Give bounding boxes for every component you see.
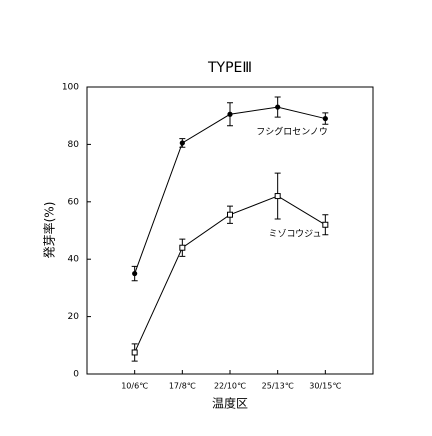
x-tick-label: 30/15℃ xyxy=(309,382,341,391)
marker xyxy=(227,111,233,117)
y-tick-label: 80 xyxy=(68,140,80,150)
marker xyxy=(322,115,328,122)
marker xyxy=(179,244,186,251)
series-label: ミゾコウジュ xyxy=(268,229,321,240)
y-tick-label: 100 xyxy=(62,83,79,93)
y-tick-label: 0 xyxy=(73,370,79,380)
marker xyxy=(322,221,329,228)
marker xyxy=(227,211,233,218)
y-tick-label: 20 xyxy=(68,312,80,322)
marker xyxy=(275,104,281,110)
y-tick-label: 40 xyxy=(68,255,80,265)
marker xyxy=(131,349,138,356)
marker xyxy=(132,270,138,277)
series-label: フシグロセンノウ xyxy=(256,126,328,138)
x-tick-label: 22/10℃ xyxy=(214,382,246,391)
x-axis-label: 温度区 xyxy=(212,396,248,411)
x-tick-label: 17/8℃ xyxy=(169,382,196,391)
y-axis-label: 発芽率(%) xyxy=(42,202,57,259)
marker xyxy=(179,140,185,146)
x-tick-label: 25/13℃ xyxy=(262,382,294,391)
x-tick-label: 10/6℃ xyxy=(121,382,148,391)
marker xyxy=(274,193,281,200)
chart-title: TYPEⅢ xyxy=(207,60,252,76)
y-tick-label: 60 xyxy=(68,197,80,207)
plot-frame xyxy=(86,86,374,375)
